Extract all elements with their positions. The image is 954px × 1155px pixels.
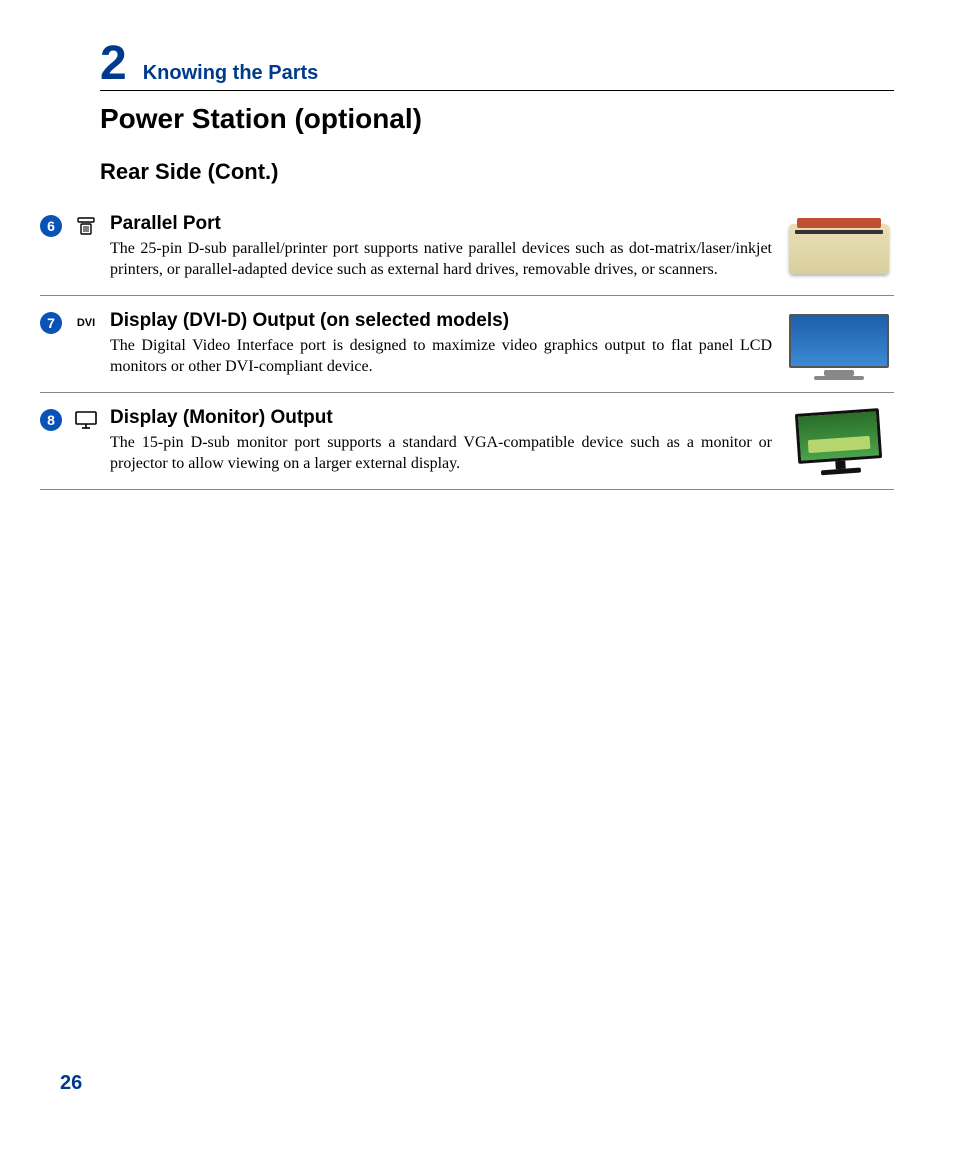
printer-thumbnail xyxy=(784,213,894,285)
lcd-monitor-thumbnail xyxy=(784,310,894,382)
monitor-output-icon xyxy=(72,409,100,431)
section-monitor-output: 8 Display (Monitor) Output The 15-pin D-… xyxy=(40,407,894,490)
chapter-header: 2 Knowing the Parts xyxy=(100,40,894,91)
section-parallel-port: 6 Parallel Port The 25-pin D-sub paralle… xyxy=(40,213,894,296)
section-badge: 6 xyxy=(40,215,62,237)
chapter-title: Knowing the Parts xyxy=(143,62,319,85)
parallel-port-icon xyxy=(72,215,100,237)
section-title: Display (DVI-D) Output (on selected mode… xyxy=(110,310,772,332)
dvi-icon: DVI xyxy=(72,312,100,334)
chapter-number: 2 xyxy=(100,40,127,88)
section-badge: 7 xyxy=(40,312,62,334)
page-title: Power Station (optional) xyxy=(100,103,894,135)
section-description: The 25-pin D-sub parallel/printer port s… xyxy=(110,239,772,281)
section-badge: 8 xyxy=(40,409,62,431)
manual-page: 2 Knowing the Parts Power Station (optio… xyxy=(0,0,954,530)
section-description: The Digital Video Interface port is desi… xyxy=(110,336,772,378)
section-title: Display (Monitor) Output xyxy=(110,407,772,429)
section-title: Parallel Port xyxy=(110,213,772,235)
section-dvi-output: 7 DVI Display (DVI-D) Output (on selecte… xyxy=(40,310,894,393)
section-description: The 15-pin D-sub monitor port supports a… xyxy=(110,433,772,475)
page-subtitle: Rear Side (Cont.) xyxy=(100,159,894,185)
page-number: 26 xyxy=(60,1072,82,1095)
crt-monitor-thumbnail xyxy=(784,407,894,479)
